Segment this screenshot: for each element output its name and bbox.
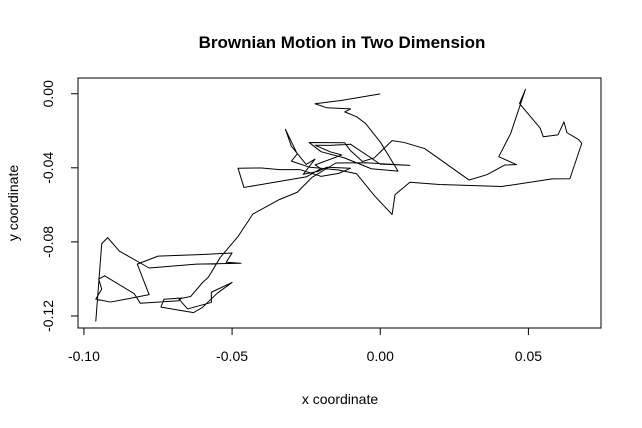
plot-frame xyxy=(77,77,602,329)
y-axis: 0.00 -0.04 -0.08 -0.12 xyxy=(40,80,79,332)
x-axis: -0.10 -0.05 0.00 0.05 xyxy=(68,327,542,364)
y-tick-label: -0.08 xyxy=(40,226,56,258)
brownian-path-line xyxy=(95,88,583,322)
x-axis-label: x coordinate xyxy=(302,391,378,407)
x-tick-label: -0.05 xyxy=(216,348,248,364)
x-tick-label: 0.05 xyxy=(515,348,542,364)
x-tick-label: -0.10 xyxy=(68,348,100,364)
y-tick-label: 0.00 xyxy=(40,80,56,107)
y-axis-label: y coordinate xyxy=(5,165,21,241)
x-tick-label: 0.00 xyxy=(367,348,394,364)
y-tick-label: -0.12 xyxy=(40,300,56,332)
y-tick-label: -0.04 xyxy=(40,152,56,184)
chart-title: Brownian Motion in Two Dimension xyxy=(199,33,486,52)
